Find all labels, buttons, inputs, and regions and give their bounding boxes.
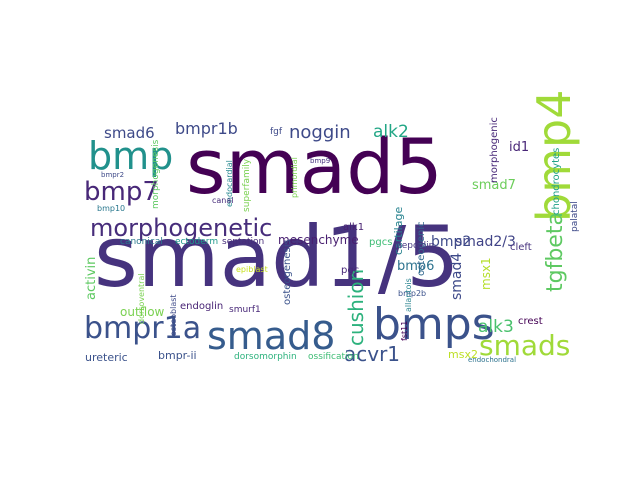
word: chondrocytes [551, 148, 562, 215]
word: bmpr2 [101, 171, 124, 179]
word: noggin [289, 122, 351, 143]
word: smad4 [449, 253, 465, 300]
word: smads [479, 329, 570, 362]
word: endoglin [180, 301, 223, 312]
word: cartilage [392, 207, 405, 255]
word: osteoblast [169, 294, 178, 336]
word: bmp9 [310, 157, 330, 165]
word: activin [84, 257, 99, 300]
word: fst11 [400, 321, 409, 341]
word: morphogenic [489, 117, 500, 183]
word: smad5 [186, 122, 443, 211]
word: msx1 [479, 257, 493, 290]
word: hepcidin [396, 241, 434, 251]
word: smurf1 [229, 305, 261, 315]
word: smad8 [207, 314, 335, 358]
word: bmp6 [397, 259, 434, 274]
word: dorsomorphin [234, 352, 297, 362]
word: primordial [290, 157, 299, 198]
word: bmpr-ii [158, 349, 197, 362]
word: ectoderm [175, 237, 218, 247]
word: bmpr1b [175, 119, 238, 138]
word: cushion [344, 269, 368, 346]
word: bmp2b [398, 289, 426, 298]
word: superfamily [242, 158, 252, 212]
word: osteogenic [416, 221, 427, 276]
word: acvr1 [344, 342, 400, 366]
word: dorsoventral [137, 273, 146, 324]
word: osteogenesis [282, 239, 293, 305]
word: id1 [509, 140, 529, 155]
word: allantois [404, 278, 413, 312]
word: smad1/5 [94, 208, 460, 306]
word: bmp [88, 134, 173, 178]
word: smad7 [472, 178, 516, 193]
word: epiblast [236, 265, 268, 274]
word: endochondral [468, 356, 516, 364]
word: fgf [270, 127, 283, 137]
word: bmp2 [431, 234, 471, 250]
word: ossification [308, 352, 359, 362]
word: mesenchyme [278, 233, 359, 247]
word: crest [518, 316, 543, 327]
word: palatal [570, 201, 580, 232]
word: endocardial [225, 160, 234, 207]
word: alk3 [478, 317, 514, 337]
word: canal [212, 196, 234, 205]
word: alk2 [373, 122, 409, 142]
word: smad6 [104, 124, 155, 142]
word: ureteric [85, 351, 128, 364]
word-cloud-words: smad5 smad1/5 bmp4 bmps smad8 bmp bmpr1a… [84, 90, 581, 366]
word: pgc [341, 265, 359, 276]
word: bmp10 [97, 204, 125, 213]
word: outflow [120, 305, 165, 319]
word: msx2 [448, 348, 478, 361]
word: septation [222, 237, 264, 247]
word: alk1 [343, 222, 364, 233]
word: pgcs [369, 237, 392, 248]
word: bmp4 [527, 90, 581, 222]
word: bmps [373, 299, 495, 350]
word: tgfbeta [543, 212, 568, 292]
word: canonical [120, 237, 163, 247]
word: bmp7 [84, 177, 159, 207]
word: smad2/3 [455, 234, 516, 250]
word: bmpr1a [84, 311, 201, 346]
word: cleft [510, 242, 532, 253]
word: morphogenesis [151, 139, 161, 209]
word: morphogenetic [90, 214, 272, 242]
